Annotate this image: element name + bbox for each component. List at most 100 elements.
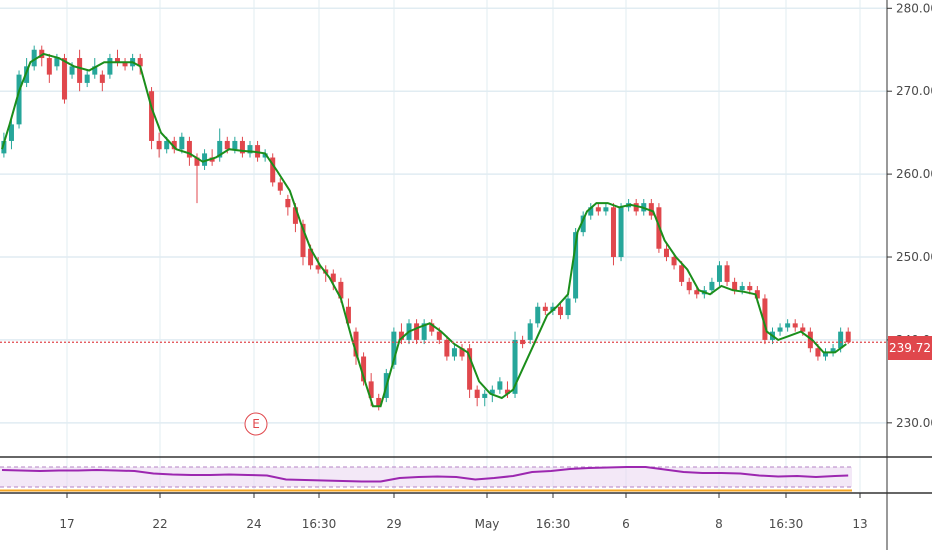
candle-body bbox=[648, 203, 654, 216]
candle-body bbox=[482, 393, 488, 398]
candle-body bbox=[61, 58, 67, 100]
time-tick-label: 17 bbox=[59, 517, 74, 531]
candle-body bbox=[777, 327, 783, 332]
candle-body bbox=[239, 140, 245, 154]
oscillator-pane bbox=[0, 466, 852, 492]
price-axis[interactable]: 230.00240.00250.00260.00270.00280.00 bbox=[886, 0, 932, 550]
time-tick-label: 13 bbox=[852, 517, 867, 531]
candle-body bbox=[739, 286, 745, 291]
candle-body bbox=[785, 323, 791, 328]
earnings-marker[interactable]: E bbox=[244, 412, 268, 436]
time-tick-label: May bbox=[475, 517, 500, 531]
candle-body bbox=[338, 281, 344, 299]
candle-body bbox=[527, 323, 533, 340]
candle-body bbox=[16, 74, 22, 125]
candle-body bbox=[679, 265, 685, 282]
candle-body bbox=[202, 153, 208, 166]
candle-body bbox=[610, 207, 616, 258]
candle-body bbox=[747, 286, 753, 291]
price-tick-label: 260.00 bbox=[896, 167, 932, 181]
time-axis[interactable]: 17 22 24 16:30 29 May 16:30 6 8 16:30 13 bbox=[0, 492, 932, 531]
time-tick-label: 16:30 bbox=[769, 517, 804, 531]
candle-body bbox=[815, 348, 821, 357]
candle-body bbox=[84, 74, 90, 83]
price-tick-label: 250.00 bbox=[896, 250, 932, 264]
candle-body bbox=[186, 140, 192, 158]
candle-body bbox=[270, 157, 276, 183]
candle-body bbox=[474, 389, 480, 398]
candle-body bbox=[830, 348, 836, 353]
time-tick-label: 24 bbox=[246, 517, 261, 531]
candle-body bbox=[164, 140, 170, 150]
candle-body bbox=[1, 140, 7, 154]
candle-body bbox=[800, 327, 806, 332]
candle-body bbox=[633, 203, 639, 212]
candle-body bbox=[822, 352, 828, 357]
candle-body bbox=[414, 323, 420, 340]
time-tick-label: 6 bbox=[622, 517, 630, 531]
candle-body bbox=[845, 331, 851, 343]
time-tick-label: 29 bbox=[386, 517, 401, 531]
candle-body bbox=[77, 58, 83, 83]
candle-body bbox=[573, 232, 579, 299]
candle-body bbox=[46, 58, 52, 75]
candle-body bbox=[716, 265, 722, 282]
candle-body bbox=[247, 145, 253, 154]
candle-body bbox=[709, 281, 715, 291]
candle-body bbox=[588, 207, 594, 216]
time-tick-label: 8 bbox=[715, 517, 723, 531]
candle-body bbox=[315, 265, 321, 270]
candle-body bbox=[838, 331, 844, 349]
candle-body bbox=[54, 58, 60, 67]
candle-body bbox=[497, 381, 503, 390]
candle-body bbox=[732, 281, 738, 291]
candle-body bbox=[520, 339, 526, 345]
candle-body bbox=[156, 140, 162, 150]
candle-body bbox=[754, 290, 760, 299]
candle-body bbox=[122, 62, 128, 67]
candle-body bbox=[565, 298, 571, 316]
candle-body bbox=[107, 58, 113, 75]
candle-body bbox=[444, 339, 450, 357]
price-tick-label: 270.00 bbox=[896, 84, 932, 98]
candle-body bbox=[262, 153, 268, 158]
candle-body bbox=[368, 381, 374, 398]
candle-body bbox=[69, 66, 75, 75]
candle-body bbox=[595, 207, 601, 212]
candle-body bbox=[807, 331, 813, 349]
candle-body bbox=[99, 74, 105, 83]
moving-average-line bbox=[1, 52, 847, 408]
candle-body bbox=[429, 323, 435, 332]
candle-body bbox=[376, 397, 382, 407]
candle-body bbox=[8, 124, 14, 141]
candle-body bbox=[663, 248, 669, 258]
candle-body bbox=[557, 306, 563, 316]
time-tick-label: 16:30 bbox=[536, 517, 571, 531]
price-tick-label: 280.00 bbox=[896, 1, 932, 15]
candle-body bbox=[459, 348, 465, 357]
candle-body bbox=[171, 140, 177, 150]
candle-body bbox=[114, 58, 120, 63]
candle-body bbox=[792, 323, 798, 328]
candle-body bbox=[292, 207, 298, 224]
last-price-tag: 239.72 bbox=[888, 336, 932, 360]
candle-body bbox=[512, 339, 518, 394]
candle-body bbox=[421, 323, 427, 340]
candle-body bbox=[353, 331, 359, 357]
last-price-tag-bg bbox=[888, 336, 932, 360]
last-price-label: 239.72 bbox=[889, 341, 931, 355]
earnings-marker-label: E bbox=[252, 417, 260, 431]
candle-body bbox=[694, 290, 700, 295]
candle-body bbox=[31, 49, 37, 67]
candle-body bbox=[451, 348, 457, 357]
candle-body bbox=[361, 356, 367, 382]
candle-body bbox=[285, 198, 291, 208]
earnings-marker-circle bbox=[244, 412, 268, 436]
candle-body bbox=[224, 140, 230, 150]
price-tick-label: 230.00 bbox=[896, 416, 932, 430]
candle-body bbox=[762, 298, 768, 340]
candle-body bbox=[92, 66, 98, 75]
candle-body bbox=[489, 389, 495, 394]
candle-body bbox=[542, 306, 548, 311]
candle-body bbox=[504, 389, 510, 394]
